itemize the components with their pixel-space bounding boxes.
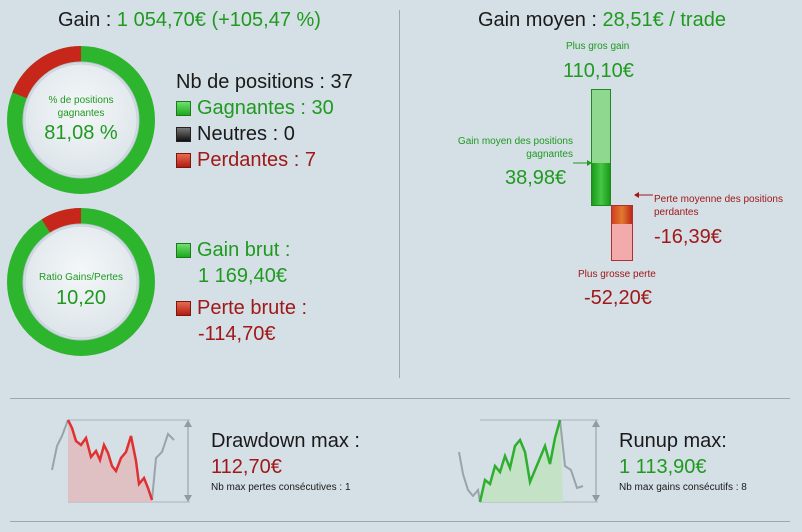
gross-gain-label: Gain brut : [197,239,291,261]
average-loss-bar [612,206,632,224]
avg-win-label: Gain moyen des positions gagnantes [457,136,573,160]
runup-line-gray-end [559,419,584,490]
vertical-divider [399,10,400,378]
red-square-icon [176,300,191,316]
positions-legend: Nb de positions : 37 Gagnantes : 30 Neut… [176,69,353,173]
black-square-icon [176,126,191,142]
runup-sub: Nb max gains consécutifs : 8 [619,482,747,493]
runup-title: Runup max: [619,430,727,452]
gross-loss-value: -114,70€ [198,323,276,345]
arrow-up-icon [184,420,192,427]
donut-loss-segment [12,46,82,99]
drawdown-line [66,419,154,501]
runup-area [480,420,563,502]
donut2-caption: Ratio Gains/Pertes [39,272,123,283]
gross-legend: Gain brut : 1 169,40€ Perte brute : -114… [176,237,307,347]
arrow-down-icon [184,495,192,502]
donut2-text: Ratio Gains/Pertes 10,20 [26,272,136,310]
drawdown-value: 112,70€ [211,456,282,478]
gain-range-bar [591,89,611,206]
total-gain: Gain : 1 054,70€ (+105,47 %) [58,9,321,32]
worst-loss-value: -52,20€ [584,287,652,309]
drawdown-line-gray-end [151,432,175,501]
avg-loss-value: -16,39€ [654,226,722,248]
horizontal-divider-top [10,398,790,399]
donut1-caption: % de positions gagnantes [48,95,114,119]
total-gain-value: 1 054,70€ (+105,47 %) [116,9,321,31]
average-gain-label: Gain moyen : [478,9,603,31]
donut2-value: 10,20 [55,287,107,309]
drawdown-line-gray [51,419,69,471]
arrow-left-icon [634,192,653,198]
horizontal-divider-bottom [10,521,790,522]
donut1-text: % de positions gagnantes 81,08 % [26,94,136,145]
average-gain-bar [592,163,610,205]
positions-count: Nb de positions : 37 [176,70,353,93]
worst-loss-label: Plus grosse perte [578,269,656,280]
green-square-icon [176,100,191,116]
losers-count: Perdantes : 7 [197,148,316,171]
winning-positions-donut [7,46,155,194]
donut1-value: 81,08 % [44,122,118,144]
drawdown-sub: Nb max pertes consécutives : 1 [211,482,351,493]
loss-range-bar [611,205,633,261]
arrow-up-icon [592,420,600,427]
drawdown-title: Drawdown max : [211,430,360,452]
average-gain: Gain moyen : 28,51€ / trade [478,9,726,32]
drawdown-chart [51,419,192,503]
donut-loss-segment [41,208,81,233]
gross-loss-label: Perte brute : [197,297,308,319]
runup-line-gray [458,451,481,503]
gain-loss-ratio-donut [7,208,155,356]
best-gain-label: Plus gros gain [566,41,630,52]
total-gain-label: Gain : [58,9,117,31]
arrow-down-icon [592,495,600,502]
neutral-count: Neutres : 0 [197,122,295,145]
runup-line [478,419,562,503]
green-square-icon [176,242,191,258]
runup-chart [458,419,600,503]
red-square-icon [176,152,191,168]
runup-value: 1 113,90€ [619,456,707,478]
avg-loss-label: Perte moyenne des positions perdantes [654,194,783,218]
gross-gain-value: 1 169,40€ [198,265,287,287]
arrow-right-icon [573,160,592,166]
winners-count: Gagnantes : 30 [197,96,334,119]
avg-win-value: 38,98€ [505,167,567,189]
average-gain-value: 28,51€ / trade [602,9,726,31]
best-gain-value: 110,10€ [563,60,634,82]
